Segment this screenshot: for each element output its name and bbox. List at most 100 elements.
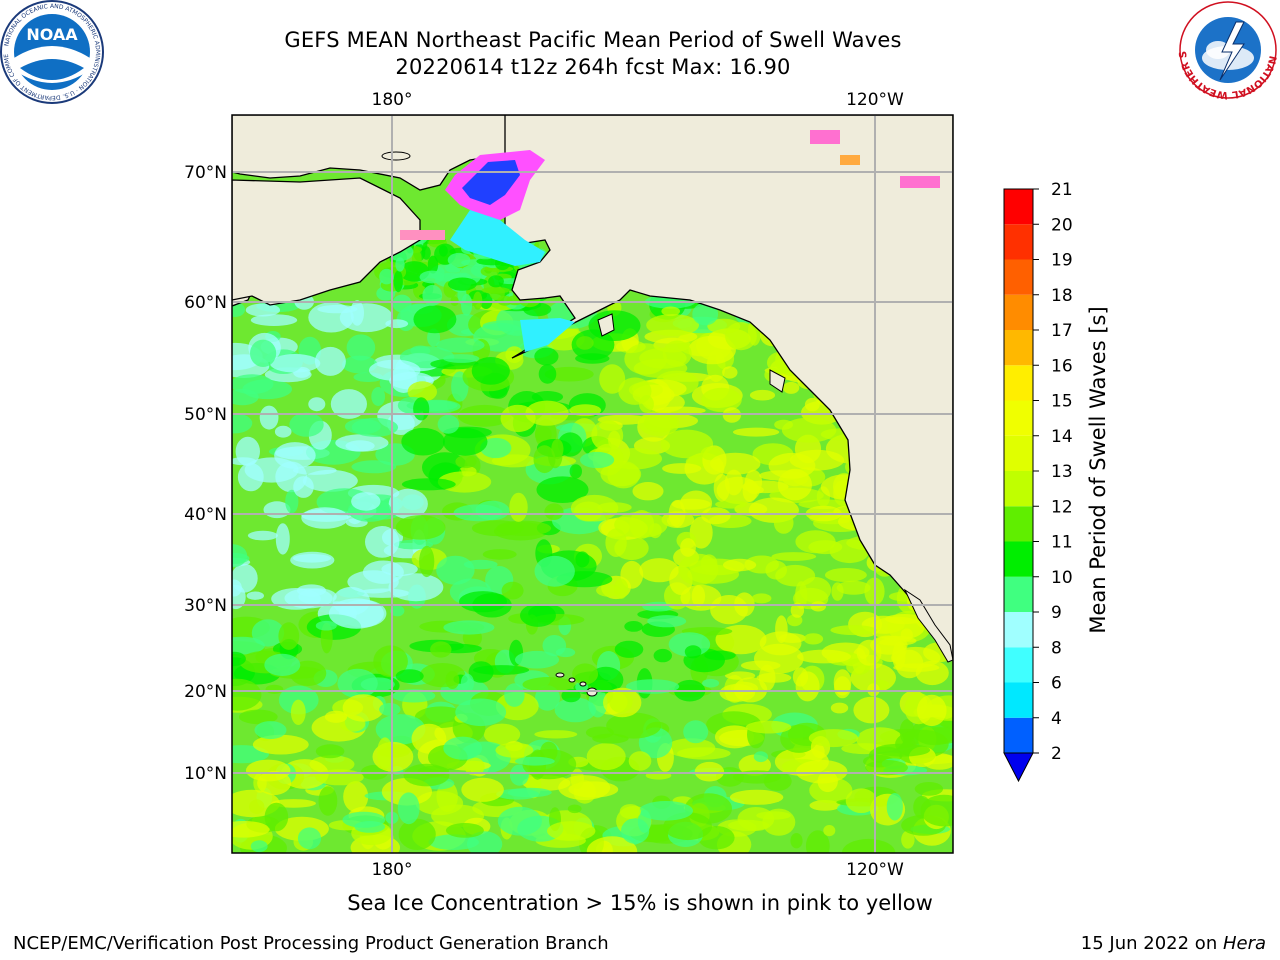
footer-credit: NCEP/EMC/Verification Post Processing Pr…	[13, 933, 609, 954]
field-patch	[701, 387, 742, 412]
field-patch	[381, 562, 418, 577]
field-patch	[621, 818, 650, 844]
field-patch	[460, 673, 474, 693]
colorbar-segment	[1004, 541, 1033, 577]
field-patch	[428, 834, 479, 850]
field-patch	[264, 802, 289, 832]
field-patch	[257, 770, 292, 796]
colorbar-segment	[1004, 717, 1033, 753]
field-patch	[419, 545, 435, 578]
field-patch	[561, 688, 581, 703]
field-patch	[290, 699, 306, 725]
colorbar-segment	[1004, 400, 1033, 436]
field-patch	[488, 275, 504, 288]
noaa-logo-label: NOAA	[26, 25, 78, 44]
colorbar-segment	[1004, 612, 1033, 648]
field-patch	[395, 669, 424, 683]
field-patch	[346, 334, 376, 361]
field-patch	[388, 488, 428, 519]
field-patch	[395, 515, 446, 540]
sea-ice-caption-text: Sea Ice Concentration > 15% is shown in …	[347, 891, 933, 915]
field-patch	[292, 554, 331, 563]
field-patch	[232, 374, 274, 395]
field-patch	[436, 555, 475, 585]
colorbar-tick-label: 9	[1051, 603, 1062, 623]
field-patch	[371, 387, 386, 406]
field-patch	[714, 725, 755, 749]
field-patch	[666, 738, 716, 758]
field-patch	[570, 494, 619, 522]
field-patch	[722, 366, 738, 379]
field-patch	[845, 788, 877, 813]
field-patch	[692, 302, 719, 326]
field-patch	[789, 449, 845, 471]
field-patch	[520, 603, 556, 627]
field-patch	[468, 661, 494, 683]
colorbar-tick-label: 4	[1051, 709, 1062, 729]
field-patch	[555, 647, 576, 658]
field-patch	[345, 440, 375, 452]
field-patch	[443, 354, 480, 363]
field-patch	[419, 270, 445, 284]
field-patch	[342, 811, 386, 828]
colorbar-tick-label: 20	[1051, 215, 1073, 235]
field-patch	[586, 836, 638, 853]
colorbar-segment	[1004, 576, 1033, 612]
field-patch	[614, 640, 644, 658]
field-patch	[725, 322, 757, 351]
colorbar: 2 4 6 8 9 10 11 12 13 14 15 16 17 18 19 20 21	[1003, 180, 1073, 783]
field-patch	[250, 314, 298, 326]
field-patch	[547, 821, 596, 841]
field-patch	[729, 789, 784, 805]
field-patch	[830, 702, 849, 714]
field-patch	[842, 838, 896, 853]
field-patch	[614, 578, 629, 599]
field-patch	[445, 671, 460, 689]
field-patch	[318, 786, 338, 816]
field-patch	[683, 720, 709, 744]
colorbar-tick-label: 8	[1051, 638, 1062, 658]
field-patch	[505, 346, 524, 363]
field-patch	[856, 639, 882, 666]
field-patch	[495, 742, 534, 758]
field-patch	[293, 476, 314, 498]
footer-host: Hera	[1222, 933, 1266, 954]
colorbar-tick-label: 2	[1051, 744, 1062, 764]
field-patch	[775, 615, 788, 643]
field-patch	[413, 305, 457, 334]
colorbar-segment	[1004, 365, 1033, 401]
field-patch	[869, 616, 925, 641]
colorbar-label: Mean Period of Swell Waves [s]	[1086, 306, 1110, 633]
field-patch	[874, 743, 931, 757]
field-patch	[619, 804, 641, 819]
field-patch	[455, 455, 477, 469]
field-patch	[808, 729, 859, 748]
field-patch	[482, 549, 517, 560]
field-patch	[600, 462, 642, 487]
field-patch	[413, 397, 430, 421]
field-patch	[232, 413, 253, 434]
colorbar-segment	[1004, 471, 1033, 507]
field-patch	[264, 653, 301, 677]
field-patch	[753, 751, 769, 763]
colorbar-tick-label: 19	[1051, 251, 1073, 271]
field-patch	[628, 751, 652, 771]
noaa-logo: NOAA NATIONAL OCEANIC AND ATMOSPHERIC AD…	[0, 0, 104, 104]
field-patch	[534, 555, 575, 587]
field-patch	[473, 291, 483, 310]
field-patch	[461, 777, 504, 802]
colorbar-tick-label: 10	[1051, 568, 1073, 588]
field-patch	[680, 490, 713, 517]
colorbar-tick-label: 18	[1051, 286, 1073, 306]
field-patch	[558, 775, 611, 801]
field-patch	[315, 620, 337, 631]
field-patch	[790, 833, 803, 849]
field-patch	[533, 445, 556, 474]
field-patch	[398, 818, 436, 851]
field-patch	[901, 830, 915, 849]
field-patch	[339, 303, 393, 333]
field-patch	[297, 827, 322, 850]
field-patch	[701, 507, 731, 525]
field-patch	[328, 598, 384, 629]
field-patch	[455, 698, 507, 727]
